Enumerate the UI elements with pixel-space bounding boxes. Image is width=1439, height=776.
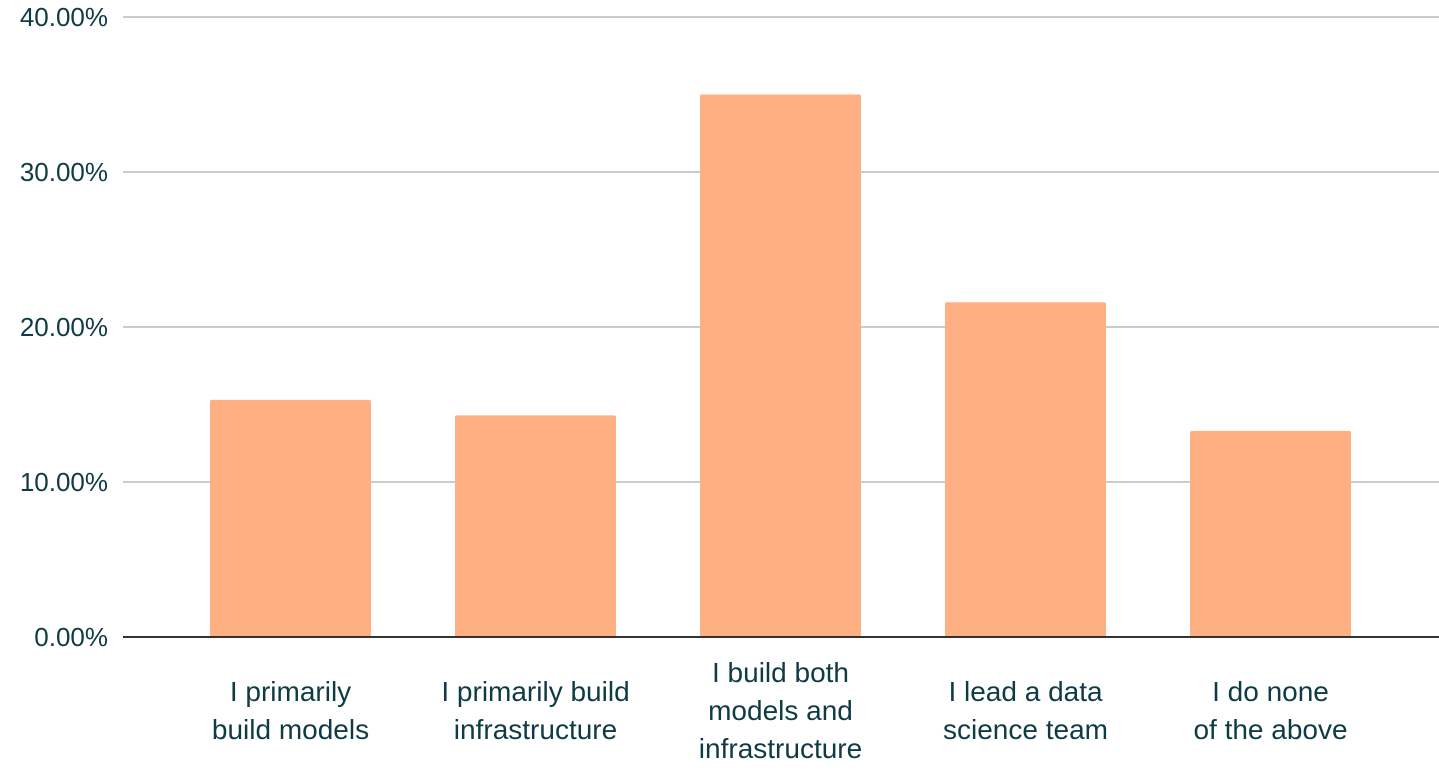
x-tick-label-line: I primarily build — [441, 676, 629, 707]
bar — [210, 399, 371, 637]
x-tick-label-line: infrastructure — [454, 714, 617, 745]
x-tick-label-line: of the above — [1193, 714, 1347, 745]
bars — [210, 94, 1351, 637]
y-tick-label: 40.00% — [20, 2, 108, 32]
y-tick-label: 0.00% — [34, 622, 108, 652]
x-tick-label: I primarily build infrastructure — [441, 676, 629, 745]
x-tick-label-line: I build both — [712, 657, 849, 688]
x-tick-label-line: I primarily — [230, 676, 351, 707]
y-tick-label: 20.00% — [20, 312, 108, 342]
y-tick-label: 30.00% — [20, 157, 108, 187]
bar — [455, 415, 616, 637]
x-tick-label: I lead a data science team — [943, 676, 1108, 745]
x-tick-label-line: infrastructure — [699, 733, 862, 764]
x-tick-label-line: science team — [943, 714, 1108, 745]
x-tick-label: I build both models and infrastructure — [699, 657, 862, 764]
x-tick-label: I do none of the above — [1193, 676, 1347, 745]
bar — [700, 94, 861, 637]
x-tick-label-line: I do none — [1212, 676, 1329, 707]
bar — [945, 302, 1106, 637]
y-axis-tick-labels: 0.00% 10.00% 20.00% 30.00% 40.00% — [20, 2, 108, 652]
x-tick-label-line: models and — [708, 695, 853, 726]
x-tick-label: I primarily build models — [212, 676, 369, 745]
y-tick-label: 10.00% — [20, 467, 108, 497]
bar — [1190, 430, 1351, 637]
x-tick-label-line: I lead a data — [948, 676, 1103, 707]
x-tick-label-line: build models — [212, 714, 369, 745]
